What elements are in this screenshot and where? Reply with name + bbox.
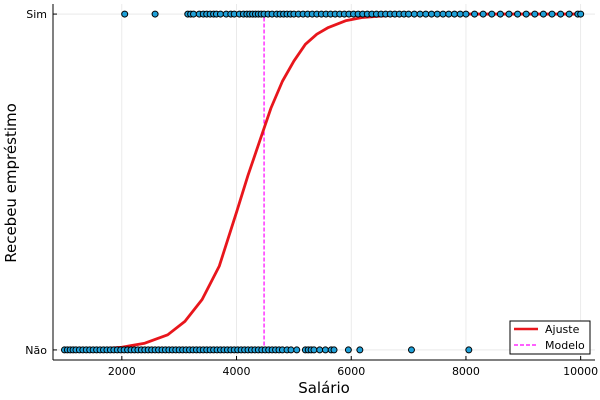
data-point-nao [287,346,295,354]
y-axis-title: Recebeu empréstimo [2,103,20,263]
data-point-sim [577,10,585,18]
axes [52,4,595,361]
data-point-nao [330,346,338,354]
x-tick-label: 2000 [108,365,136,378]
data-point-sim [433,10,441,18]
series [64,12,581,352]
data-point-sim [416,10,424,18]
data-point-nao [310,346,318,354]
legend-label-ajuste: Ajuste [545,323,580,336]
data-point-sim [445,10,453,18]
data-point-sim [557,10,565,18]
x-axis-title: Salário [298,379,350,397]
data-point-nao [321,346,329,354]
data-point-sim [450,10,458,18]
y-tick-label: Sim [26,8,47,21]
data-point-nao [407,346,415,354]
data-point-sim [488,10,496,18]
data-point-sim [531,10,539,18]
data-point-sim [216,10,224,18]
data-point-sim [522,10,530,18]
legend: Ajuste Modelo [509,320,591,355]
data-point-sim [496,10,504,18]
x-tick-label: 10000 [563,365,598,378]
x-tick-label: 8000 [452,365,480,378]
data-point-sim [151,10,159,18]
data-point-nao [344,346,352,354]
data-point-sim [190,10,198,18]
data-point-nao [316,346,324,354]
y-tick-label: Não [25,344,47,357]
data-point-sim [539,10,547,18]
x-tick-label: 6000 [337,365,365,378]
data-point-sim [548,10,556,18]
data-point-sim [565,10,573,18]
data-point-sim [439,10,447,18]
data-point-nao [465,346,473,354]
data-point-sim [462,10,470,18]
data-point-sim [514,10,522,18]
data-point-nao [293,346,301,354]
data-point-sim [479,10,487,18]
data-point-sim [405,10,413,18]
data-point-sim [121,10,129,18]
data-point-sim [471,10,479,18]
data-point-sim [410,10,418,18]
data-point-sim [505,10,513,18]
data-point-sim [422,10,430,18]
series-line-ajuste [70,12,581,352]
legend-label-modelo: Modelo [545,339,585,352]
data-points [60,10,585,354]
ticks: 2000 4000 6000 8000 10000 Não Sim [25,8,598,378]
legend-box [509,320,591,355]
data-point-nao [356,346,364,354]
x-tick-label: 4000 [223,365,251,378]
data-point-sim [428,10,436,18]
series-line-modelo [64,13,581,351]
grid-lines [53,4,595,360]
data-point-sim [456,10,464,18]
